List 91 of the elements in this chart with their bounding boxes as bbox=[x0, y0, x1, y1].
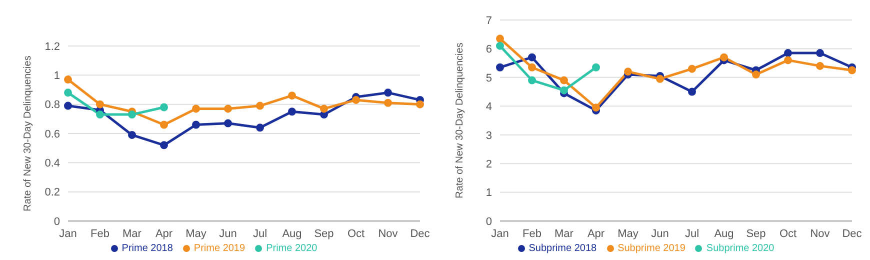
y-tick-label: 1.2 bbox=[44, 40, 60, 53]
y-axis-title: Rate of New 30-Day Delinquencies bbox=[22, 56, 34, 212]
point bbox=[224, 104, 232, 113]
x-tick-label: Oct bbox=[779, 228, 797, 240]
legend-label: Subprime 2019 bbox=[618, 243, 686, 254]
x-tick-label: Mar bbox=[554, 228, 574, 240]
legend-label: Prime 2018 bbox=[122, 243, 173, 254]
y-tick-label: 0 bbox=[54, 216, 60, 228]
point bbox=[496, 34, 504, 43]
point bbox=[192, 104, 200, 113]
point bbox=[256, 124, 264, 132]
x-tick-label: Jun bbox=[651, 228, 669, 240]
x-tick-label: Jul bbox=[684, 228, 700, 240]
y-tick-label: 4 bbox=[486, 101, 492, 114]
y-tick-label: 6 bbox=[486, 44, 492, 56]
x-tick-label: Feb bbox=[90, 228, 110, 240]
x-tick-label: May bbox=[186, 228, 207, 240]
y-tick-label: 0 bbox=[486, 216, 492, 228]
point bbox=[160, 141, 168, 150]
x-tick-label: Nov bbox=[810, 228, 830, 240]
point bbox=[352, 96, 360, 104]
point bbox=[288, 108, 296, 116]
x-tick-label: Dec bbox=[842, 228, 862, 240]
legend-label: Subprime 2020 bbox=[706, 243, 774, 254]
point bbox=[128, 130, 136, 139]
point bbox=[416, 100, 424, 108]
point bbox=[64, 102, 72, 110]
legend-label: Prime 2020 bbox=[266, 243, 318, 254]
point bbox=[256, 102, 264, 110]
point bbox=[384, 98, 392, 107]
point bbox=[528, 63, 536, 72]
point bbox=[624, 68, 632, 76]
point bbox=[64, 88, 72, 97]
point bbox=[784, 49, 792, 58]
point bbox=[160, 120, 168, 129]
x-tick-label: Oct bbox=[347, 228, 365, 240]
point bbox=[816, 62, 824, 70]
y-tick-label: 0.2 bbox=[44, 186, 60, 199]
point bbox=[592, 63, 600, 72]
point bbox=[384, 88, 392, 97]
point bbox=[592, 104, 600, 112]
x-tick-label: Feb bbox=[522, 228, 542, 240]
point bbox=[96, 110, 104, 119]
point bbox=[160, 103, 168, 112]
x-tick-label: Apr bbox=[587, 228, 605, 240]
x-tick-label: Dec bbox=[410, 228, 430, 240]
point bbox=[688, 88, 696, 96]
y-tick-label: 3 bbox=[486, 130, 492, 142]
point bbox=[96, 100, 104, 108]
x-tick-label: Jan bbox=[59, 228, 77, 240]
point bbox=[560, 86, 568, 94]
y-tick-label: 0.4 bbox=[44, 158, 60, 170]
point bbox=[656, 74, 664, 83]
point bbox=[224, 119, 232, 128]
point bbox=[688, 64, 696, 73]
legend-label: Prime 2019 bbox=[194, 243, 246, 254]
x-tick-label: May bbox=[618, 228, 639, 240]
point bbox=[192, 120, 200, 129]
y-tick-label: 5 bbox=[486, 72, 492, 84]
point bbox=[496, 42, 504, 50]
point bbox=[528, 53, 536, 62]
x-tick-label: Mar bbox=[122, 228, 142, 240]
x-tick-label: Sep bbox=[314, 228, 334, 240]
point bbox=[528, 76, 536, 84]
x-tick-label: Apr bbox=[155, 228, 173, 240]
y-tick-label: 1 bbox=[486, 187, 492, 200]
x-tick-label: Sep bbox=[746, 228, 766, 240]
x-tick-label: Jun bbox=[219, 228, 237, 240]
y-tick-label: 2 bbox=[486, 158, 492, 170]
point bbox=[64, 76, 72, 84]
point bbox=[784, 56, 792, 64]
point bbox=[816, 49, 824, 58]
y-tick-label: 0.6 bbox=[44, 128, 60, 140]
y-tick-label: 7 bbox=[486, 14, 492, 27]
y-axis-title: Rate of New 30-Day Delinquencies bbox=[454, 42, 466, 198]
point bbox=[128, 110, 136, 119]
point bbox=[848, 66, 856, 74]
x-tick-label: Jul bbox=[252, 228, 268, 240]
legend-label: Subprime 2018 bbox=[528, 243, 597, 254]
point bbox=[288, 92, 296, 100]
x-tick-label: Jan bbox=[491, 228, 509, 240]
x-tick-label: Aug bbox=[714, 228, 734, 240]
point bbox=[752, 70, 760, 79]
point bbox=[720, 53, 728, 62]
point bbox=[496, 63, 504, 72]
y-tick-label: 0.8 bbox=[44, 99, 60, 112]
point bbox=[320, 104, 328, 113]
point bbox=[560, 76, 568, 84]
y-tick-label: 1 bbox=[54, 70, 60, 82]
x-tick-label: Nov bbox=[378, 228, 398, 240]
x-tick-label: Aug bbox=[282, 228, 302, 240]
